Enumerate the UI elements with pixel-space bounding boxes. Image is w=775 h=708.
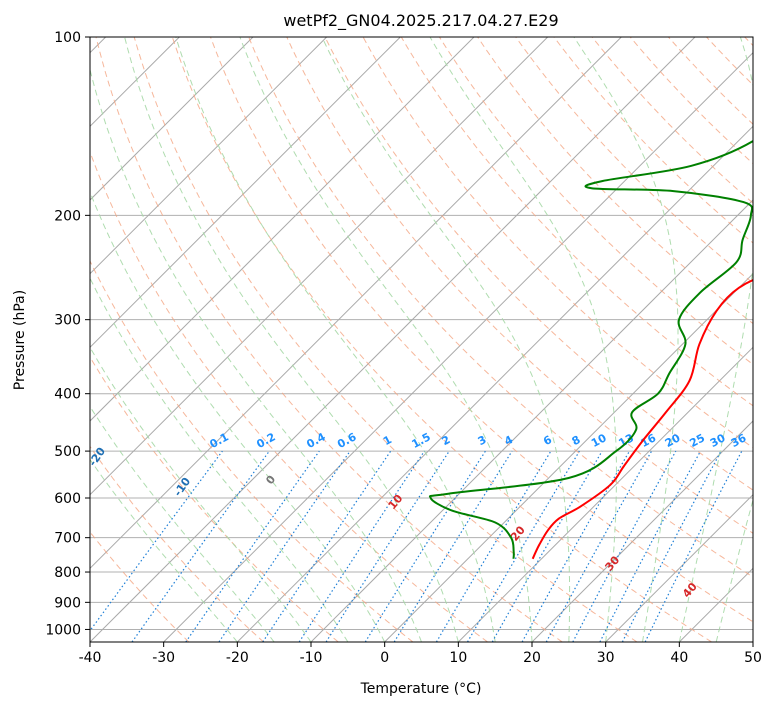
mixing-ratio-line [545,450,653,642]
y-tick-label: 100 [54,30,81,46]
x-tick-label: 40 [670,650,688,666]
y-axis-title: Pressure (hPa) [12,290,28,390]
dry-adiabat-line [210,37,753,623]
isotherm-line [90,37,328,275]
mixing-ratio-label: 20 [663,431,683,450]
temperature-profile-line [531,278,753,560]
y-tick-label: 200 [54,208,81,224]
moist-adiabat-line [573,37,679,642]
moist-adiabat-line [90,405,275,642]
mixing-ratio-lines [90,450,743,642]
mixing-ratio-line [131,450,270,642]
dry-adiabat-line [133,37,638,642]
isotherm-line [90,37,401,349]
mixing-ratio-line [572,450,677,642]
moist-adiabat-line [90,190,386,642]
y-tick-label: 600 [54,491,81,507]
isotherm-line [457,346,753,642]
x-tick-label: -10 [300,650,323,666]
moist-adiabat-line [90,67,422,642]
y-tick-label: 700 [54,531,81,547]
moist-adiabat-line [90,458,238,642]
x-axis: -40 -30 -20 -10 0 10 20 30 40 50 [79,642,762,666]
moist-adiabat-line [239,37,533,642]
moist-adiabat-line [124,37,459,642]
moist-adiabats [90,37,753,642]
moist-adiabat-line [175,37,496,642]
isotherm-line [90,37,622,570]
dry-adiabat-line [90,356,339,642]
x-tick-label: 0 [380,650,389,666]
y-tick-label: 500 [54,444,81,460]
isotherm-line [163,51,753,642]
mixing-ratio-label: 25 [687,431,707,450]
dry-adiabat-line [248,37,753,578]
dry-adiabat-line [90,445,264,642]
profile-series [428,139,753,560]
chart-title: wetPf2_GN04.2025.217.04.27.E29 [283,11,558,31]
mixing-ratio-line [644,450,743,642]
y-tick-label: 300 [54,313,81,329]
isotherm-line [90,37,475,422]
mixing-ratio-line [90,450,223,632]
x-tick-label: -40 [79,650,102,666]
x-tick-label: 50 [744,650,762,666]
mixing-ratio-label: 16 [639,431,659,450]
x-tick-label: -30 [152,650,175,666]
mixing-ratio-line [185,450,320,642]
y-tick-label: 1000 [45,622,81,638]
mixing-ratio-label: 10 [589,431,609,450]
mixing-ratio-line [262,450,392,642]
dry-adiabat-line [95,37,563,642]
mixing-ratio-line [393,450,513,642]
y-axis: 100 200 300 400 500 600 700 800 900 1000 [45,30,90,638]
plot-frame [89,36,754,643]
moist-adiabat-line [429,37,617,642]
isotherm-line [531,420,753,642]
moist-adiabat-line [678,37,753,642]
x-tick-label: -20 [226,650,249,666]
mixing-ratio-line [325,450,450,642]
mixing-ratio-line [521,450,631,642]
mixing-ratio-label: 30 [708,431,728,450]
x-axis-title: Temperature (°C) [360,681,482,697]
y-tick-label: 900 [54,595,81,611]
mixing-ratio-label: 36 [729,431,749,450]
isotherm-line [90,37,254,201]
dewpoint-profile-line [428,139,753,559]
mixing-ratio-line [298,450,425,642]
y-tick-label: 400 [54,387,81,403]
isotherm-line [384,272,753,642]
dry-adiabat-line [324,37,753,491]
x-tick-label: 10 [449,650,467,666]
isotherm-line [236,125,753,642]
x-tick-label: 20 [523,650,541,666]
moist-adiabat-line [321,37,571,642]
dry-adiabat-line [171,37,712,642]
isotherm-line [90,37,549,496]
dry-adiabat-line [90,259,414,642]
x-tick-label: 30 [597,650,615,666]
y-tick-label: 800 [54,565,81,581]
moist-adiabat-line [715,498,753,642]
mixing-ratio-line [218,450,351,642]
isotherm-line [605,493,753,642]
dry-adiabat-line [286,37,753,534]
